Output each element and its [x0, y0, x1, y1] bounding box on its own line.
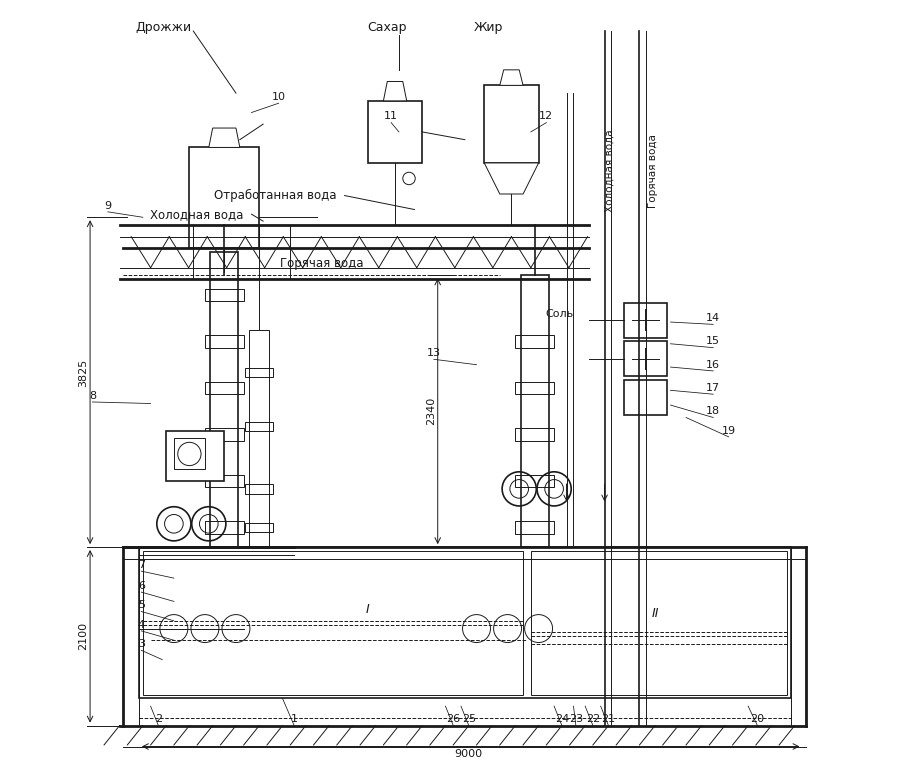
Text: 9000: 9000 — [455, 750, 483, 759]
Bar — [205, 289, 243, 301]
Text: 3: 3 — [137, 639, 145, 649]
Bar — [205, 382, 243, 394]
Text: 9: 9 — [104, 201, 112, 210]
Bar — [515, 335, 554, 348]
Text: 24: 24 — [555, 715, 569, 724]
Text: 20: 20 — [751, 715, 764, 724]
Text: 16: 16 — [706, 360, 720, 369]
Bar — [515, 521, 554, 534]
Bar — [205, 335, 243, 348]
Text: Горячая вода: Горячая вода — [279, 258, 363, 270]
Text: 15: 15 — [706, 337, 720, 346]
Bar — [624, 303, 667, 338]
Bar — [484, 85, 538, 163]
Bar — [166, 431, 224, 481]
Text: Холодная вода: Холодная вода — [150, 208, 243, 220]
Bar — [624, 380, 667, 415]
Bar — [521, 275, 549, 547]
Polygon shape — [500, 70, 523, 85]
Bar — [210, 252, 238, 547]
Bar — [515, 428, 554, 441]
Bar — [205, 475, 243, 487]
Text: Отработанная вода: Отработанная вода — [214, 189, 336, 202]
Text: 10: 10 — [272, 92, 286, 102]
Bar — [245, 523, 273, 532]
Text: 21: 21 — [601, 715, 616, 724]
Polygon shape — [208, 128, 240, 147]
Text: 22: 22 — [585, 715, 600, 724]
Text: 18: 18 — [706, 407, 720, 416]
Bar — [515, 475, 554, 487]
Text: 12: 12 — [539, 112, 553, 121]
Bar — [245, 484, 273, 494]
Text: 2340: 2340 — [427, 397, 436, 425]
Text: 26: 26 — [446, 715, 460, 724]
Bar — [245, 368, 273, 377]
Text: Соль: Соль — [546, 310, 573, 319]
Bar — [174, 438, 205, 469]
Bar — [245, 422, 273, 431]
Text: 17: 17 — [706, 383, 720, 393]
Text: 25: 25 — [462, 715, 476, 724]
Text: 1: 1 — [290, 715, 298, 724]
Text: 7: 7 — [137, 560, 145, 570]
Text: Холодная вода: Холодная вода — [605, 130, 615, 212]
Text: 11: 11 — [384, 112, 398, 121]
Bar — [531, 551, 786, 695]
Text: 2: 2 — [155, 715, 162, 724]
Text: 8: 8 — [89, 391, 96, 400]
Text: I: I — [366, 603, 370, 615]
Bar — [139, 547, 791, 698]
Text: II: II — [651, 607, 658, 619]
Text: 6: 6 — [137, 581, 145, 591]
Text: 5: 5 — [137, 601, 145, 610]
Text: Горячая вода: Горячая вода — [648, 133, 658, 208]
Text: 3825: 3825 — [78, 359, 89, 386]
Bar — [143, 551, 523, 695]
Bar — [624, 341, 667, 376]
Text: 13: 13 — [427, 348, 441, 358]
Bar — [515, 382, 554, 394]
Text: 14: 14 — [706, 314, 720, 323]
Text: 2100: 2100 — [78, 622, 89, 650]
Polygon shape — [484, 163, 538, 194]
Bar — [189, 147, 259, 248]
Text: 23: 23 — [569, 715, 583, 724]
Text: 4: 4 — [137, 620, 145, 629]
Text: Дрожжи: Дрожжи — [136, 21, 191, 33]
Polygon shape — [384, 81, 407, 101]
Bar — [249, 330, 269, 547]
Text: Жир: Жир — [474, 21, 502, 33]
Bar — [205, 428, 243, 441]
Text: 19: 19 — [722, 426, 736, 435]
Bar — [205, 521, 243, 534]
Bar — [368, 101, 422, 163]
Text: Сахар: Сахар — [368, 21, 407, 33]
